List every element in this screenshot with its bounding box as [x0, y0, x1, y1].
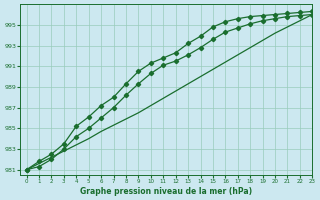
X-axis label: Graphe pression niveau de la mer (hPa): Graphe pression niveau de la mer (hPa) [80, 187, 252, 196]
